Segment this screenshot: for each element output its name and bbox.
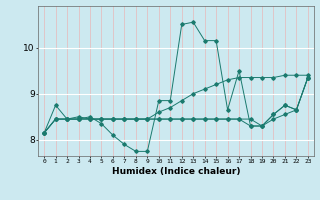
X-axis label: Humidex (Indice chaleur): Humidex (Indice chaleur) <box>112 167 240 176</box>
